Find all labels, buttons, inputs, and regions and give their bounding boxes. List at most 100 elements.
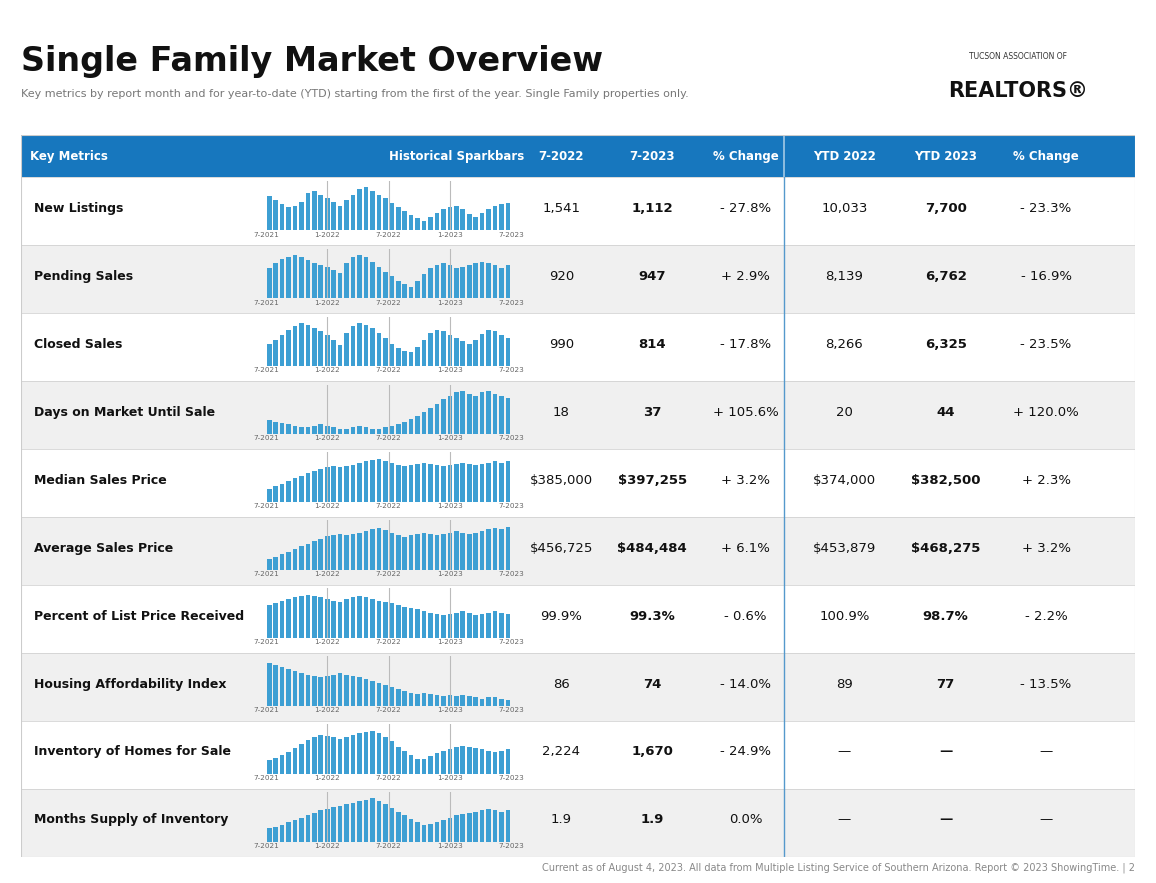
- Text: % Change: % Change: [713, 150, 779, 162]
- Bar: [280, 484, 284, 502]
- Bar: [319, 194, 324, 230]
- Bar: [492, 611, 497, 638]
- Bar: [422, 275, 427, 298]
- Bar: [402, 211, 407, 230]
- Text: 1-2023: 1-2023: [437, 571, 462, 577]
- Bar: [312, 541, 317, 570]
- Bar: [499, 204, 504, 230]
- Bar: [370, 191, 375, 230]
- Text: - 13.5%: - 13.5%: [1021, 677, 1072, 691]
- Bar: [370, 460, 375, 502]
- Bar: [473, 396, 477, 434]
- Bar: [273, 758, 277, 774]
- Text: 814: 814: [638, 338, 666, 351]
- Text: 7-2022: 7-2022: [376, 707, 401, 713]
- Text: 1-2022: 1-2022: [314, 571, 340, 577]
- Bar: [415, 281, 420, 298]
- Bar: [332, 340, 336, 366]
- Bar: [325, 467, 329, 502]
- Bar: [344, 466, 349, 502]
- Bar: [287, 668, 291, 706]
- Bar: [370, 798, 375, 841]
- Bar: [364, 679, 369, 706]
- Bar: [338, 673, 342, 706]
- Text: 1,541: 1,541: [542, 202, 580, 215]
- Bar: [467, 696, 472, 706]
- Bar: [299, 476, 304, 502]
- Text: 7-2023: 7-2023: [498, 231, 524, 238]
- Bar: [383, 804, 387, 841]
- Bar: [273, 422, 277, 434]
- Bar: [415, 694, 420, 706]
- Bar: [409, 287, 414, 298]
- Bar: [428, 694, 432, 706]
- Bar: [273, 487, 277, 502]
- Text: + 105.6%: + 105.6%: [713, 406, 779, 419]
- Bar: [454, 696, 459, 706]
- Text: 7-2023: 7-2023: [498, 775, 524, 781]
- Text: 7-2021: 7-2021: [253, 571, 279, 577]
- Text: Key metrics by report month and for year-to-date (YTD) starting from the first o: Key metrics by report month and for year…: [21, 89, 689, 100]
- Bar: [332, 270, 336, 298]
- Text: 7-2022: 7-2022: [376, 775, 401, 781]
- Bar: [492, 206, 497, 230]
- Text: 1-2023: 1-2023: [437, 842, 462, 849]
- Text: 7,700: 7,700: [925, 202, 966, 215]
- Text: 37: 37: [643, 406, 661, 419]
- Bar: [383, 685, 387, 706]
- Bar: [428, 824, 432, 841]
- Text: 99.9%: 99.9%: [540, 609, 583, 623]
- Bar: [467, 344, 472, 366]
- Bar: [415, 534, 420, 570]
- Bar: [428, 408, 432, 434]
- Bar: [364, 257, 369, 298]
- Bar: [344, 200, 349, 230]
- Bar: [505, 398, 510, 434]
- Bar: [480, 531, 484, 570]
- Bar: [447, 532, 452, 570]
- Bar: [454, 206, 459, 230]
- Bar: [280, 755, 284, 774]
- Bar: [383, 737, 387, 774]
- Bar: [350, 326, 355, 366]
- Bar: [292, 255, 297, 298]
- Bar: [267, 196, 272, 230]
- Bar: [499, 698, 504, 706]
- Bar: [473, 698, 477, 706]
- Bar: [319, 677, 324, 706]
- Bar: [447, 749, 452, 774]
- Bar: [305, 260, 310, 298]
- Bar: [487, 529, 491, 570]
- Bar: [357, 532, 362, 570]
- Bar: [390, 276, 394, 298]
- Bar: [287, 752, 291, 774]
- Bar: [435, 213, 439, 230]
- Bar: [325, 675, 329, 706]
- Bar: [409, 465, 414, 502]
- Bar: [287, 599, 291, 638]
- Bar: [292, 426, 297, 434]
- Bar: [332, 737, 336, 774]
- Bar: [332, 427, 336, 434]
- Bar: [454, 613, 459, 638]
- Bar: [409, 819, 414, 841]
- Text: Historical Sparkbars: Historical Sparkbars: [388, 150, 524, 162]
- Bar: [390, 742, 394, 774]
- Bar: [357, 733, 362, 774]
- Bar: [299, 257, 304, 298]
- Text: —: —: [939, 745, 953, 758]
- Bar: [390, 203, 394, 230]
- Bar: [499, 811, 504, 841]
- Text: 86: 86: [553, 677, 570, 691]
- Bar: [319, 469, 324, 502]
- Bar: [422, 758, 427, 774]
- Bar: [292, 597, 297, 638]
- Bar: [267, 605, 272, 638]
- Text: 1-2022: 1-2022: [314, 775, 340, 781]
- Bar: [402, 422, 407, 434]
- Bar: [473, 615, 477, 638]
- Bar: [435, 330, 439, 366]
- Bar: [370, 529, 375, 570]
- Bar: [377, 428, 381, 434]
- Bar: [350, 803, 355, 841]
